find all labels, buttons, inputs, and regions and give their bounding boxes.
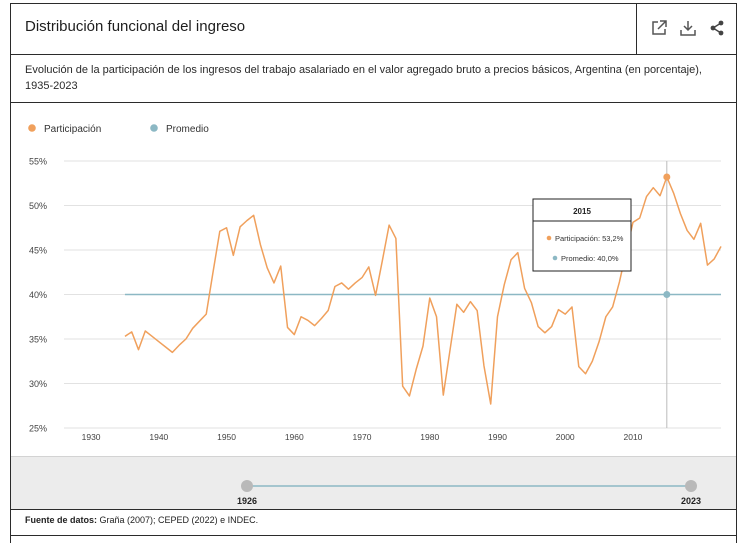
legend-marker-participacion[interactable] [28, 124, 36, 132]
x-tick-label: 1950 [217, 432, 236, 442]
chart-title: Distribución funcional del ingreso [25, 18, 246, 35]
source-label: Fuente de datos: [25, 515, 98, 525]
tooltip-marker-promedio [552, 255, 558, 261]
tooltip-participacion: Participación: 53,2% [555, 234, 624, 243]
highlight-point-participacion [663, 173, 671, 181]
y-tick-label: 35% [29, 335, 47, 345]
external-link-icon[interactable] [650, 19, 668, 37]
timeline-start-label: 1926 [237, 496, 257, 506]
share-icon[interactable] [708, 19, 726, 37]
x-tick-label: 1980 [420, 432, 439, 442]
series-line-participacion [124, 176, 722, 405]
y-tick-label: 40% [29, 290, 47, 300]
y-tick-label: 25% [29, 424, 47, 434]
y-tick-label: 45% [29, 246, 47, 256]
x-tick-label: 1970 [353, 432, 372, 442]
divider [11, 102, 736, 103]
chart-card: Distribución funcional del ingreso Evolu… [10, 3, 737, 543]
tooltip-marker-participacion [546, 235, 552, 241]
toolbar [636, 4, 737, 54]
y-tick-label: 30% [29, 379, 47, 389]
series-layer [124, 173, 722, 405]
timeline-handle-end[interactable] [685, 480, 697, 492]
x-tick-label: 2010 [623, 432, 642, 442]
x-tick-label: 1960 [285, 432, 304, 442]
legend-label-participacion[interactable]: Participación [44, 124, 101, 135]
y-tick-label: 50% [29, 201, 47, 211]
divider-bottom [11, 535, 736, 536]
highlight-point-promedio [663, 291, 671, 298]
x-tick-label: 1930 [82, 432, 101, 442]
data-source: Fuente de datos: Graña (2007); CEPED (20… [25, 515, 258, 525]
legend-label-promedio[interactable]: Promedio [166, 124, 209, 135]
legend-marker-promedio[interactable] [150, 124, 158, 132]
timeline-navigator: 1926 2023 [11, 456, 736, 510]
timeline-svg: 1926 2023 [237, 480, 701, 506]
x-tick-label: 1940 [149, 432, 168, 442]
x-tick-label: 2000 [556, 432, 575, 442]
y-tick-label: 55% [29, 157, 47, 167]
tooltip: 2015 Participación: 53,2% Promedio: 40,0… [532, 198, 632, 272]
download-icon[interactable] [679, 19, 697, 37]
timeline-handle-start[interactable] [241, 480, 253, 492]
legend: Participación Promedio [28, 124, 209, 135]
line-chart: Participación Promedio 25% 30% 35% 40% 45% 50… [28, 124, 722, 442]
chart-subtitle: Evolución de la participación de los ing… [25, 64, 702, 92]
timeline-end-label: 2023 [681, 496, 701, 506]
y-axis: 25% 30% 35% 40% 45% 50% 55% [29, 157, 47, 434]
tooltip-year: 2015 [573, 207, 591, 216]
source-text: Graña (2007); CEPED (2022) e INDEC. [97, 515, 259, 525]
tooltip-box [532, 198, 632, 272]
title-bar: Distribución funcional del ingreso [11, 4, 736, 55]
x-axis: 1930 1940 1950 1960 1970 1980 1990 2000 2010 [82, 432, 643, 442]
tooltip-promedio: Promedio: 40,0% [561, 254, 619, 263]
x-tick-label: 1990 [488, 432, 507, 442]
